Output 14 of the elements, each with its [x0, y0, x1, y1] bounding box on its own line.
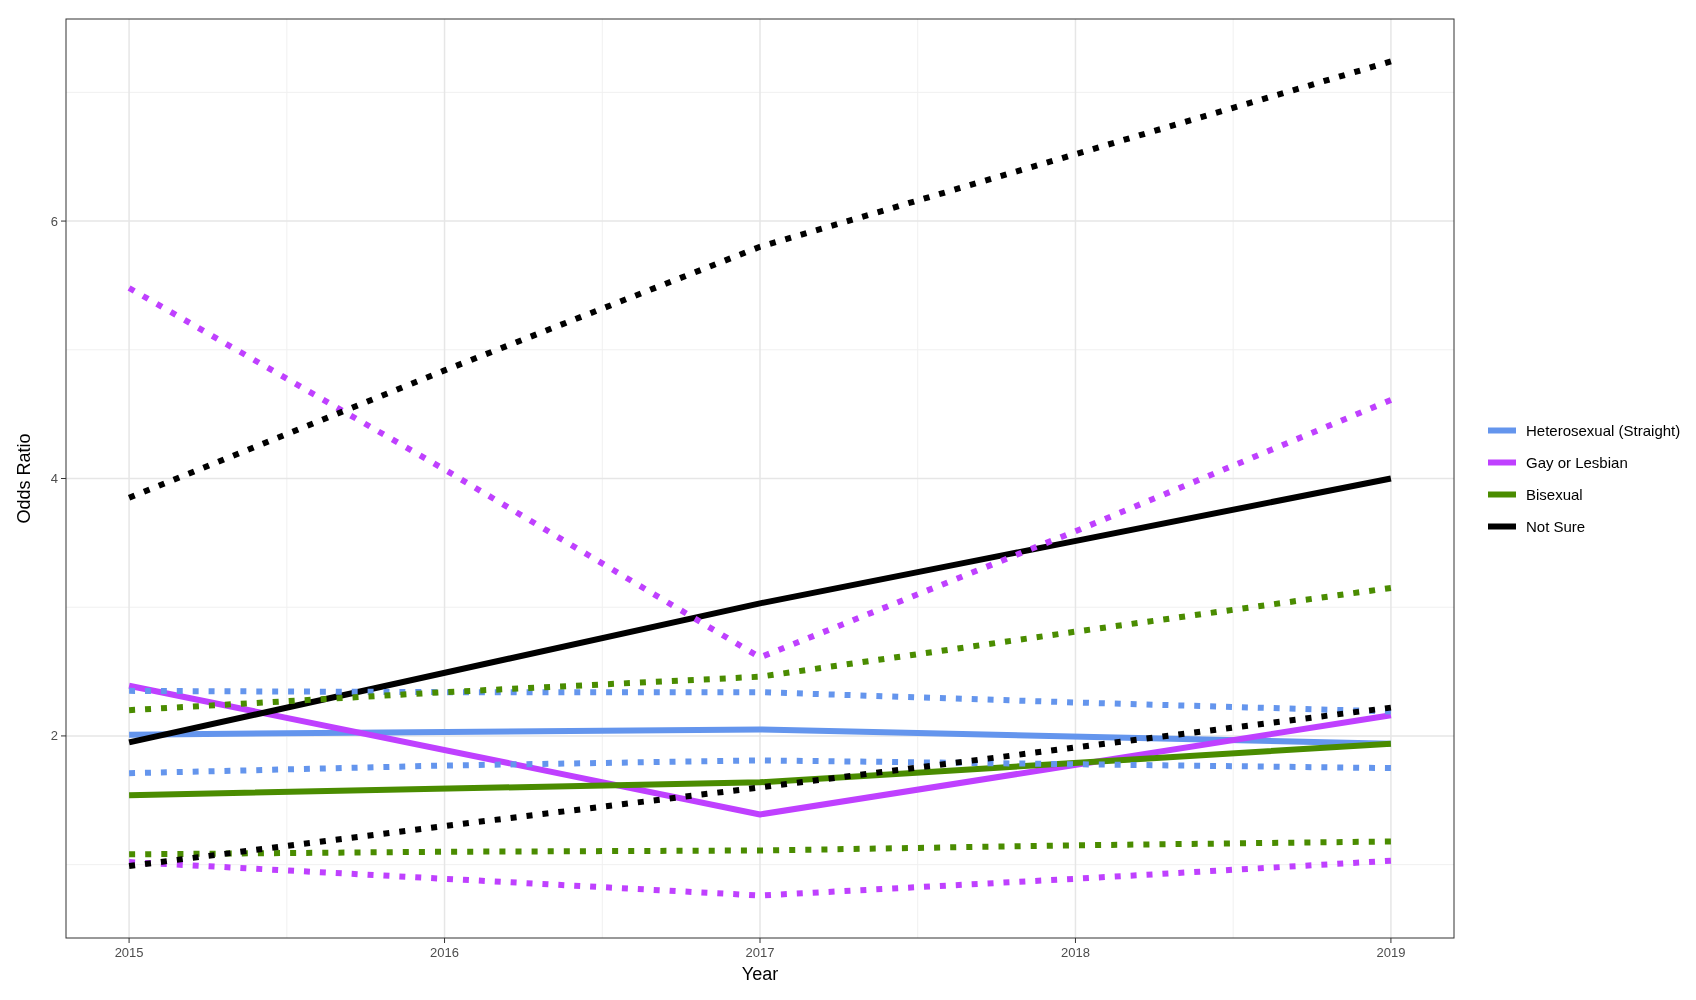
legend-label: Not Sure [1526, 517, 1586, 535]
x-axis-title: Year [741, 964, 779, 984]
x-tick-label: 2017 [745, 945, 775, 960]
y-tick-label: 2 [50, 728, 58, 744]
x-tick-label: 2018 [1060, 945, 1090, 960]
y-axis-title: Odds Ratio [14, 433, 34, 524]
x-tick-label: 2016 [430, 945, 460, 960]
legend-label: Heterosexual (Straight) [1526, 421, 1681, 439]
y-tick-label: 4 [50, 471, 58, 487]
x-tick-label: 2019 [1376, 945, 1406, 960]
legend-label: Gay or Lesbian [1526, 453, 1628, 471]
x-tick-label: 2015 [114, 945, 144, 960]
y-tick-label: 6 [50, 213, 58, 229]
legend-label: Bisexual [1526, 485, 1583, 503]
